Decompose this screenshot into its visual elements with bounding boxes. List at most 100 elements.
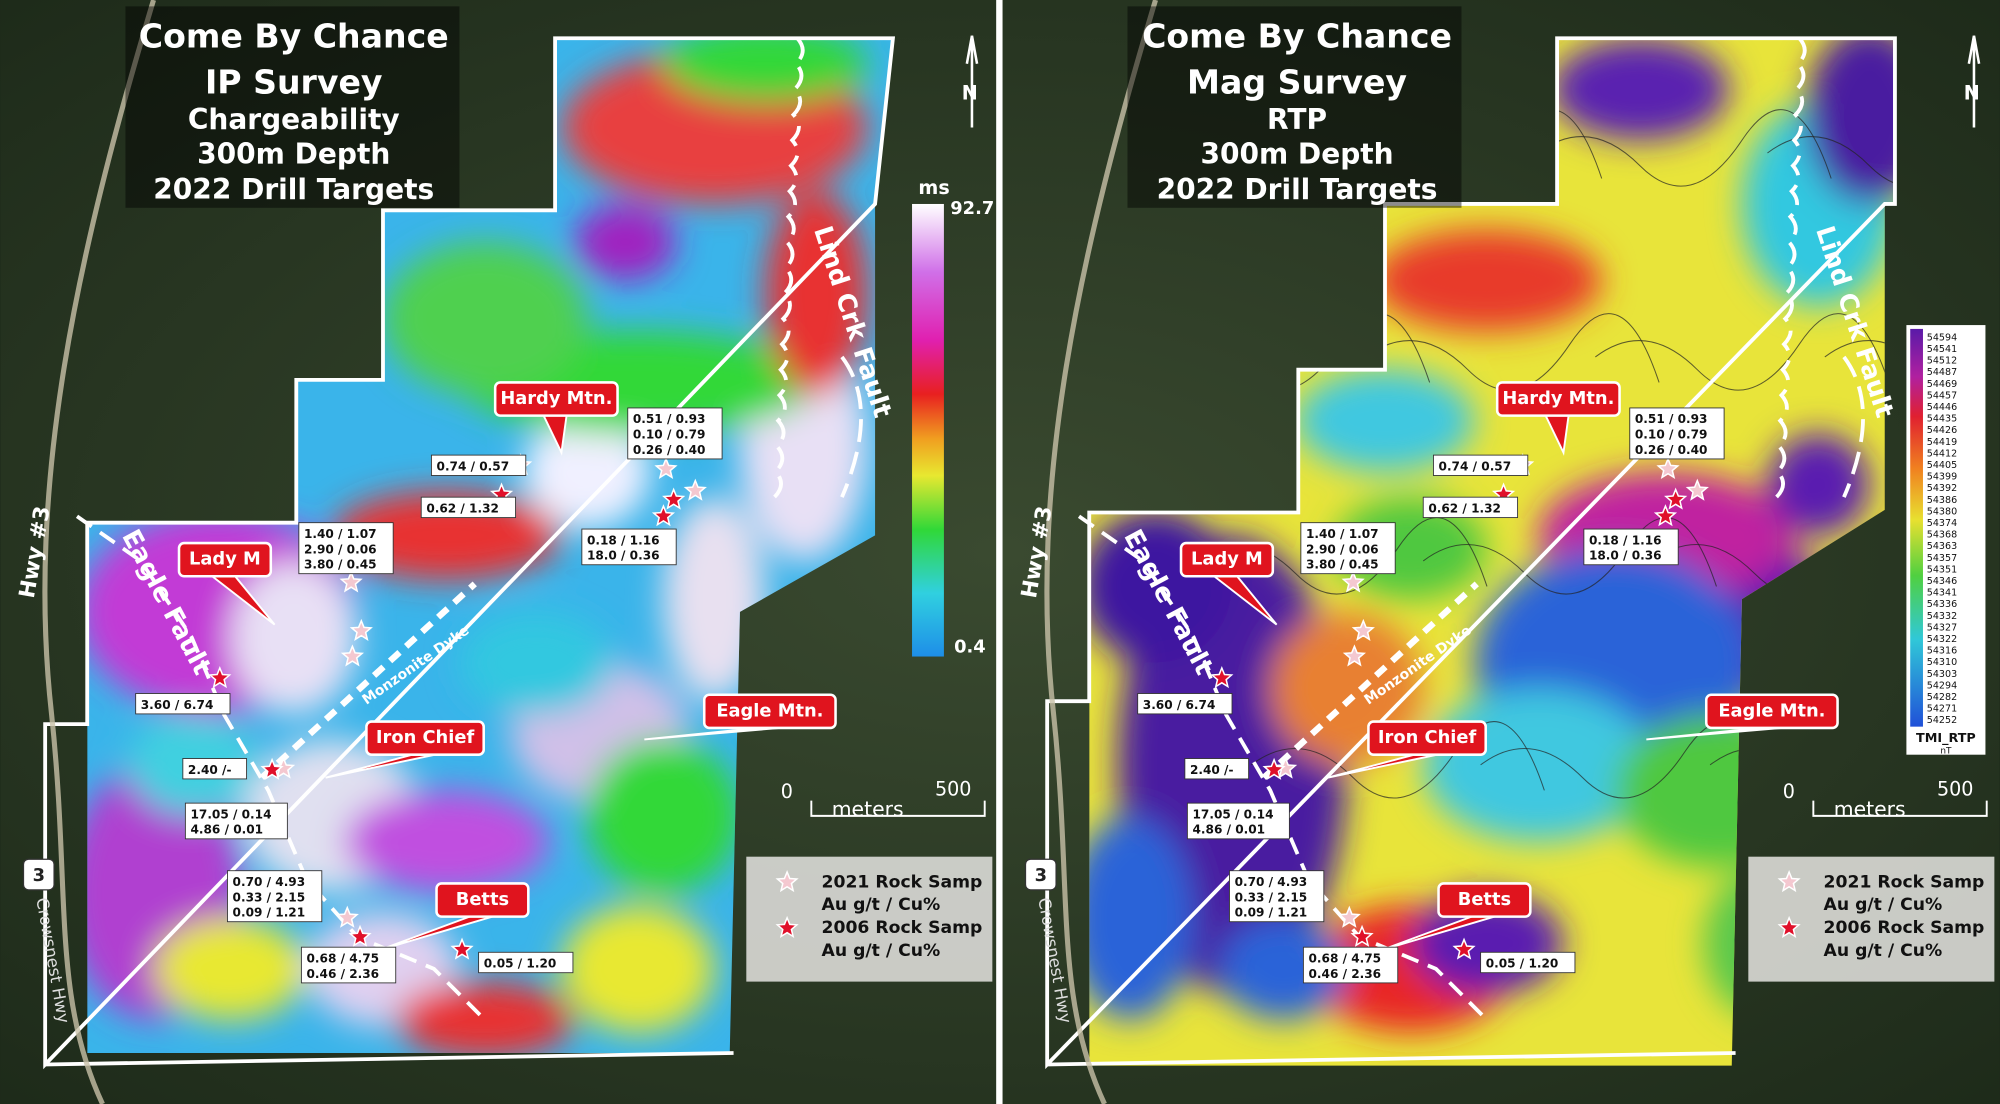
eagle-fault bbox=[1077, 514, 1489, 1022]
assay-line: 17.05 / 0.14 bbox=[1192, 807, 1273, 821]
callout-box bbox=[1179, 541, 1275, 578]
colorbar-tick: 54363 bbox=[1927, 541, 1957, 552]
colorbar-tick: 54435 bbox=[1927, 414, 1957, 425]
callout-box bbox=[177, 541, 273, 578]
legend-star bbox=[775, 869, 799, 893]
colorbar bbox=[912, 203, 944, 657]
title-line: IP Survey bbox=[205, 63, 383, 102]
colorbar-tick: 54457 bbox=[1927, 390, 1957, 401]
anomaly bbox=[153, 917, 307, 1020]
callout-box bbox=[702, 693, 837, 730]
callout-box bbox=[365, 720, 485, 756]
colorbar-tick: 54316 bbox=[1927, 646, 1957, 657]
anomaly bbox=[344, 790, 549, 893]
colorbar-tick: 54594 bbox=[1927, 332, 1957, 343]
assay-line: 0.46 / 2.36 bbox=[1309, 967, 1382, 981]
sample-2021 bbox=[654, 456, 678, 480]
claim-boundary bbox=[1045, 36, 1897, 1070]
callout-label: Eagle Mtn. bbox=[1718, 700, 1825, 721]
assay-line: 0.51 / 0.93 bbox=[633, 412, 706, 426]
assay-box bbox=[184, 802, 288, 840]
colorbar-tick: 54386 bbox=[1927, 495, 1957, 506]
colorbar-tick: 54282 bbox=[1927, 692, 1957, 703]
assay-line: 0.05 / 1.20 bbox=[1486, 957, 1559, 971]
anomaly bbox=[574, 203, 677, 281]
colorbar-tick: 54332 bbox=[1927, 611, 1957, 622]
assay-line: 0.10 / 0.79 bbox=[1635, 428, 1708, 442]
callout-label: Eagle Mtn. bbox=[716, 700, 823, 721]
shield-number: 3 bbox=[33, 865, 45, 886]
title-line: Chargeability bbox=[188, 103, 400, 136]
legend-label: 2006 Rock Samp bbox=[822, 918, 983, 938]
callout-label: Lady M bbox=[189, 549, 261, 570]
colorbar-tick: 54419 bbox=[1927, 437, 1957, 448]
assay-box bbox=[1583, 528, 1679, 566]
callout-box bbox=[1704, 693, 1839, 730]
colorbar bbox=[1910, 328, 1923, 727]
contour-line bbox=[1250, 721, 1545, 799]
title-line: 300m Depth bbox=[1200, 138, 1393, 171]
colorbar-tick: 54368 bbox=[1927, 530, 1957, 541]
assay-line: 0.62 / 1.32 bbox=[426, 501, 499, 515]
assay-line: 4.86 / 0.01 bbox=[1192, 823, 1265, 837]
colorbar-tick: 54399 bbox=[1927, 472, 1957, 483]
assay-line: 3.80 / 0.45 bbox=[1306, 558, 1379, 572]
anomaly bbox=[1767, 433, 1870, 536]
assay-line: 0.74 / 0.57 bbox=[437, 459, 510, 473]
lind-crk-fault bbox=[772, 36, 863, 499]
assay-line: 0.74 / 0.57 bbox=[1439, 459, 1512, 473]
sample-2006 bbox=[1653, 504, 1678, 527]
assay-line: 1.40 / 1.07 bbox=[304, 527, 377, 541]
monzonite-dyke bbox=[259, 581, 477, 781]
colorbar-tick: 54469 bbox=[1927, 379, 1957, 390]
scale-start: 0 bbox=[1783, 780, 1795, 803]
legend-label: 2006 Rock Samp bbox=[1824, 918, 1985, 938]
colorbar-min: 0.4 bbox=[954, 637, 986, 658]
anomaly bbox=[1423, 688, 1653, 842]
assay-line: 0.26 / 0.40 bbox=[633, 443, 706, 457]
assay-line: 4.86 / 0.01 bbox=[190, 823, 263, 837]
sample-2021 bbox=[349, 618, 373, 641]
sample-2021 bbox=[1685, 478, 1709, 501]
colorbar-tick: 54426 bbox=[1927, 425, 1957, 436]
assay-box bbox=[1300, 522, 1396, 575]
assay-box bbox=[1184, 758, 1250, 780]
assay-line: 3.60 / 6.74 bbox=[1143, 698, 1216, 712]
callout-label: Hardy Mtn. bbox=[1502, 388, 1614, 409]
assay-line: 2.40 /- bbox=[188, 763, 232, 777]
scale-end: 500 bbox=[1937, 777, 1973, 800]
claim-boundary-bottom bbox=[1047, 1051, 1736, 1067]
colorbar-tick: 54303 bbox=[1927, 669, 1957, 680]
colorbar-tick: 54310 bbox=[1927, 657, 1957, 668]
legend-sub: Au g/t / Cu% bbox=[822, 895, 941, 915]
sample-2006 bbox=[1262, 757, 1286, 780]
assay-box bbox=[1302, 946, 1399, 984]
callout-box bbox=[493, 381, 619, 417]
assay-line: 0.46 / 2.36 bbox=[306, 967, 379, 981]
assay-line: 0.10 / 0.79 bbox=[633, 428, 706, 442]
contour-line bbox=[1767, 109, 1895, 187]
anomaly bbox=[1219, 917, 1347, 1020]
colorbar-name: TMI_RTP bbox=[1916, 731, 1976, 746]
anomaly bbox=[1089, 815, 1194, 1020]
callout-box bbox=[1495, 381, 1621, 417]
north-arrow bbox=[965, 35, 979, 128]
assay-box bbox=[581, 528, 677, 566]
assay-box bbox=[1229, 870, 1325, 923]
colorbar-tick: 54346 bbox=[1927, 576, 1957, 587]
north-label: N bbox=[962, 81, 978, 104]
colorbar-tick: 54412 bbox=[1927, 448, 1957, 459]
anomaly bbox=[561, 905, 715, 1033]
anomaly bbox=[1805, 38, 1895, 204]
colorbar-tick: 54327 bbox=[1927, 622, 1957, 633]
colorbar-tick: 54392 bbox=[1927, 483, 1957, 494]
anomaly bbox=[765, 191, 868, 396]
colorbar-tick: 54380 bbox=[1927, 506, 1957, 517]
shield-number: 3 bbox=[1035, 865, 1047, 886]
callout-box bbox=[1367, 720, 1487, 756]
sample-2006 bbox=[1664, 487, 1688, 510]
sample-2006 bbox=[260, 757, 284, 780]
callout-label: Betts bbox=[1458, 889, 1511, 910]
